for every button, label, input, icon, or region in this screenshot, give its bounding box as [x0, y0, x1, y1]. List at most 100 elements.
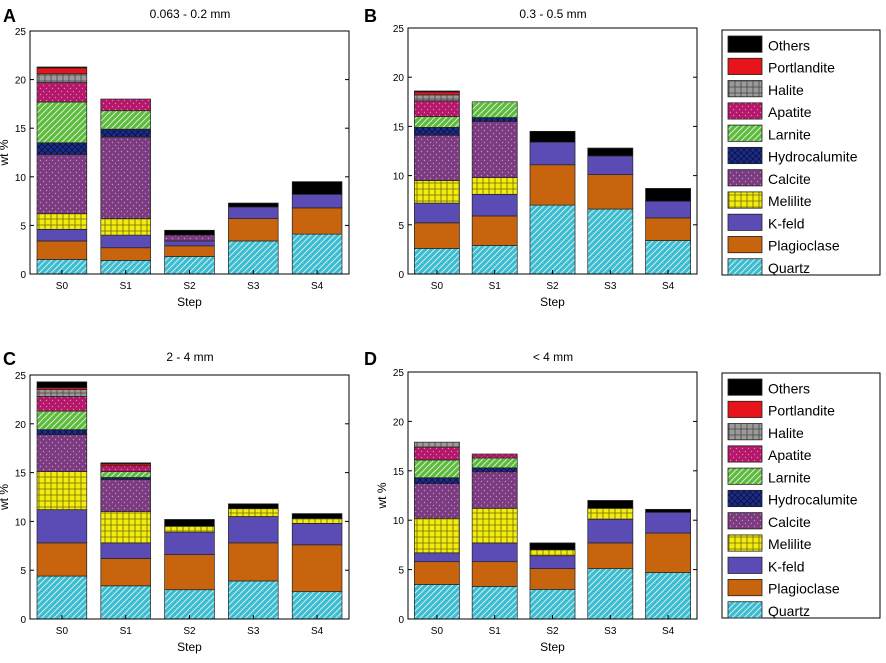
bar-segment-k-feld	[228, 206, 279, 219]
panel-title: 2 - 4 mm	[166, 350, 213, 364]
x-tick-label: S2	[183, 281, 196, 292]
bar-segment-apatite	[100, 465, 151, 472]
bar-segment-melilite	[36, 471, 88, 511]
bar-segment-plagioclase	[529, 568, 576, 590]
bar-segment-calcite	[414, 483, 460, 519]
bar-segment-plagioclase	[414, 222, 460, 249]
bar-segment-calcite	[164, 234, 215, 242]
bar-segment-k-feld	[587, 155, 634, 175]
bar-segment-others	[228, 503, 279, 510]
x-tick-label: S0	[56, 626, 69, 637]
y-tick-label: 10	[393, 516, 405, 527]
bar-segment-others	[291, 181, 343, 195]
bar-segment-calcite	[100, 479, 151, 512]
bar-segment-hydrocalumite	[414, 477, 460, 484]
bar-segment-k-feld	[291, 193, 343, 209]
bar-segment-calcite	[471, 471, 518, 509]
bar-segment-k-feld	[414, 552, 460, 563]
y-tick-label: 5	[20, 221, 26, 232]
legend-label-quartz: Quartz	[768, 603, 810, 619]
legend-label-hydrocalumite: Hydrocalumite	[768, 492, 858, 508]
y-tick-label: 15	[393, 467, 405, 478]
panel-title: < 4 mm	[533, 350, 573, 364]
x-tick-label: S2	[546, 281, 559, 292]
bar-segment-quartz	[36, 575, 88, 620]
bar-segment-k-feld	[164, 240, 215, 247]
panel-letter: C	[3, 349, 16, 369]
legend-label-calcite: Calcite	[768, 514, 811, 530]
legend-label-portlandite: Portlandite	[768, 403, 835, 419]
x-tick-label: S3	[247, 626, 260, 637]
y-tick-label: 15	[393, 122, 405, 133]
panel-title: 0.063 - 0.2 mm	[150, 7, 231, 21]
x-tick-label: S1	[489, 281, 502, 292]
y-tick-label: 15	[15, 124, 27, 135]
bar-segment-k-feld	[529, 555, 576, 569]
y-tick-label: 0	[20, 270, 26, 281]
bar-segment-others	[414, 90, 460, 93]
bar-segment-quartz	[414, 248, 460, 275]
bar-segment-quartz	[471, 245, 518, 275]
legend-swatch-k-feld	[727, 213, 763, 231]
x-tick-label: S1	[120, 626, 133, 637]
legend-swatch-calcite	[727, 512, 763, 530]
legend-label-apatite: Apatite	[768, 447, 812, 463]
y-tick-label: 0	[20, 615, 26, 626]
bar-segment-others	[645, 188, 691, 202]
bar-segment-quartz	[100, 585, 151, 620]
bar-segment-k-feld	[291, 523, 343, 546]
bar-segment-plagioclase	[645, 217, 691, 241]
legend-swatch-plagioclase	[727, 236, 763, 254]
legend-label-quartz: Quartz	[768, 260, 810, 276]
bar-segment-others	[645, 508, 691, 513]
bar-segment-quartz	[529, 589, 576, 620]
legend-label-calcite: Calcite	[768, 171, 811, 187]
x-tick-label: S4	[311, 626, 324, 637]
bar-segment-k-feld	[645, 511, 691, 534]
legend-swatch-hydrocalumite	[727, 489, 763, 508]
legend-label-portlandite: Portlandite	[768, 60, 835, 76]
bar-segment-hydrocalumite	[100, 128, 151, 138]
bar-segment-portlandite	[414, 91, 460, 96]
legend-label-others: Others	[768, 380, 810, 396]
legend-label-plagioclase: Plagioclase	[768, 238, 840, 254]
bar-segment-apatite	[414, 446, 460, 461]
x-tick-label: S1	[120, 281, 133, 292]
bar-segment-k-feld	[228, 516, 279, 544]
legend-d: Others Portlandite Halite Apatite Larnite Hyd…	[721, 372, 881, 619]
bar-segment-quartz	[228, 240, 279, 275]
bar-segment-plagioclase	[587, 174, 634, 210]
bar-segment-others	[36, 66, 88, 69]
legend-swatch-larnite	[727, 467, 763, 485]
bar-segment-larnite	[100, 110, 151, 130]
bar-segment-apatite	[414, 100, 460, 117]
bar-segment-calcite	[36, 434, 88, 472]
panel-letter: A	[3, 6, 16, 26]
panel-letter: D	[364, 349, 377, 369]
legend-label-plagioclase: Plagioclase	[768, 581, 840, 597]
legend-swatch-others	[727, 378, 763, 396]
x-tick-label: S0	[56, 281, 69, 292]
bar-segment-plagioclase	[291, 207, 343, 235]
bar-segment-melilite	[164, 525, 215, 533]
y-tick-label: 10	[393, 172, 405, 183]
bar-segment-plagioclase	[587, 542, 634, 569]
y-tick-label: 5	[398, 221, 404, 232]
y-tick-label: 5	[20, 566, 26, 577]
x-tick-label: S0	[431, 281, 444, 292]
bar-segment-quartz	[645, 240, 691, 275]
legend-label-melilite: Melilite	[768, 536, 812, 552]
x-tick-label: S2	[546, 626, 559, 637]
x-tick-label: S1	[489, 626, 502, 637]
y-tick-label: 20	[15, 420, 27, 431]
bar-segment-plagioclase	[529, 164, 576, 206]
bar-segment-others	[587, 500, 634, 509]
bar-segment-apatite	[100, 98, 151, 112]
y-axis-label: wt %	[0, 484, 11, 511]
bar-segment-larnite	[471, 101, 518, 118]
bar-segment-larnite	[471, 457, 518, 469]
legend-label-larnite: Larnite	[768, 126, 811, 142]
bar-segment-hydrocalumite	[36, 142, 88, 155]
